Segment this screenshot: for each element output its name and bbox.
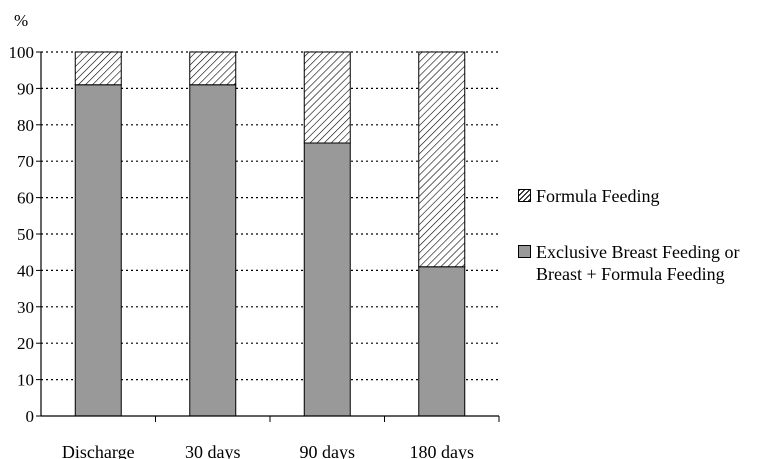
bar-formula-0 [74,51,122,86]
bar-formula-1 [189,51,237,86]
legend-swatch-solid [518,245,531,258]
bar-breast-0 [74,84,122,417]
x-tick-label-0: Discharge [62,442,135,459]
legend-item-formula: Formula Feeding [518,185,660,207]
legend-item-breast: Exclusive Breast Feeding or Breast + For… [518,241,739,285]
y-tick-label-40: 40 [17,261,34,280]
x-tick-label-1: 30 days [185,442,241,459]
x-tick-label-3: 180 days [410,442,475,459]
y-tick-labels: 0 10 20 30 40 50 60 70 80 90 100 [9,43,35,426]
y-tick-label-50: 50 [17,225,34,244]
y-tick-label-10: 10 [17,371,34,390]
x-tick-label-2: 90 days [300,442,356,459]
y-tick-label-20: 20 [17,334,34,353]
bar-formula-2 [303,51,351,144]
bar-breast-1 [189,84,237,417]
bar-breast-3 [418,266,466,417]
bar-breast-2 [303,142,351,417]
axes [36,51,500,422]
legend-swatch-hatched [518,189,531,202]
legend-label-breast: Exclusive Breast Feeding or Breast + For… [536,242,740,284]
bar-formula-3 [418,51,466,268]
y-tick-label-30: 30 [17,298,34,317]
y-tick-label-60: 60 [17,189,34,208]
y-tick-label-90: 90 [17,79,34,98]
y-axis-label: % [14,11,28,30]
y-tick-label-100: 100 [9,43,35,62]
y-tick-label-0: 0 [26,407,35,426]
legend-label-formula: Formula Feeding [536,186,660,206]
bars [74,51,466,417]
x-tick-labels: Discharge 30 days 90 days 180 days [62,442,474,459]
y-tick-label-80: 80 [17,116,34,135]
y-tick-label-70: 70 [17,152,34,171]
